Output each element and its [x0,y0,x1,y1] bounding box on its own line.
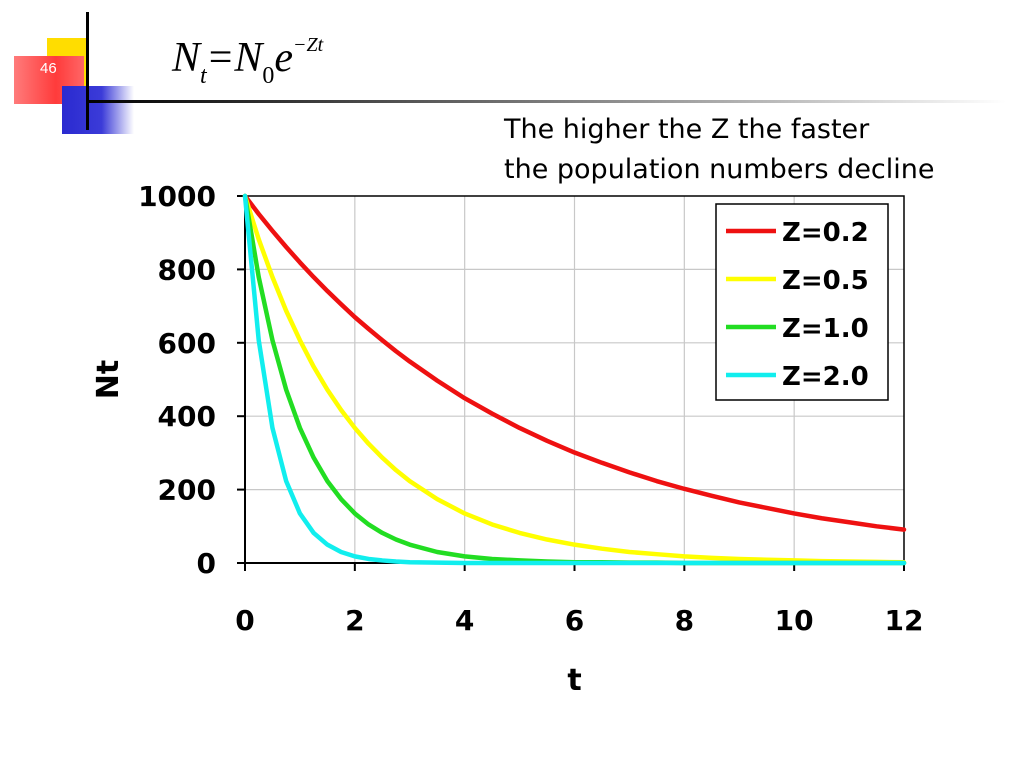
formula-equals: = [208,35,233,81]
caption-line-1: The higher the Z the faster [504,114,870,145]
legend: Z=0.2 Z=0.5 Z=1.0 Z=2.0 [715,203,889,401]
series-line-4 [242,193,907,566]
x-tick-label: 0 [235,604,254,637]
x-tick-label: 10 [775,604,814,637]
y-tick-label: 400 [158,400,216,433]
y-tick-label: 200 [158,474,216,507]
x-tick-label: 6 [565,604,584,637]
legend-label: Z=0.2 [782,218,869,248]
deco-blue-block [62,86,134,134]
x-tick-label: 2 [345,604,364,637]
legend-label: Z=0.5 [782,266,869,296]
formula-exponent: −Zt [293,34,324,56]
formula-rhs-base: N [234,35,263,81]
slide-number: 46 [40,60,57,77]
series-line-2 [242,193,907,565]
y-tick-label: 1000 [138,180,216,213]
x-axis-title: t [567,663,581,698]
x-tick-label: 12 [885,604,924,637]
formula-lhs-sub: t [200,63,207,89]
y-tick-label: 800 [158,253,216,286]
legend-label: Z=2.0 [782,362,869,392]
legend-box [715,203,889,401]
x-tick-label: 8 [675,604,694,637]
axes: 0 2 4 6 8 10 12 0 200 400 600 800 1000 [138,180,923,637]
formula-lhs-base: N [172,35,201,81]
deco-horizontal-rule [86,100,1006,103]
formula-exp-base: e [274,35,294,81]
formula-title: Nt=N0e−Zt [172,34,324,89]
deco-vertical-rule [86,12,89,130]
x-tick-label: 4 [455,604,474,637]
series-line-1 [242,193,907,532]
y-tick-label: 0 [197,547,216,580]
caption-line-2: the population numbers decline [504,154,935,185]
formula-rhs-sub: 0 [262,63,275,89]
y-tick-label: 600 [158,327,216,360]
series-layer [242,193,907,566]
legend-label: Z=1.0 [782,314,869,344]
y-axis-title: Nt [91,360,126,399]
